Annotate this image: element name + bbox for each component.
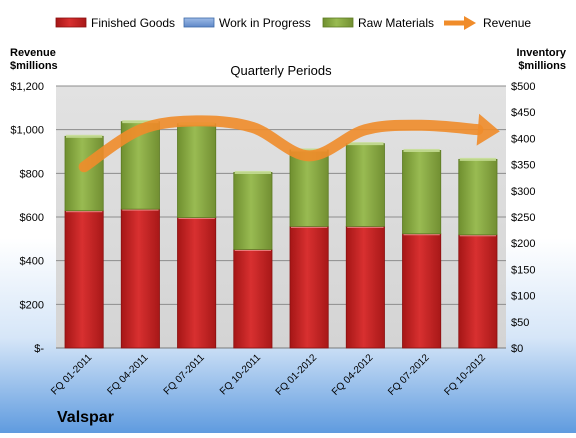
bar-finished-goods [346, 226, 384, 348]
left-tick-label: $- [34, 343, 44, 355]
bar-raw-materials-cap [235, 171, 271, 174]
bar-finished-goods [234, 249, 272, 348]
bar-finished-goods [403, 234, 441, 348]
bar-finished-goods [290, 226, 328, 348]
chart-title: Quarterly Periods [230, 63, 332, 78]
left-tick-label: $1,000 [10, 125, 44, 137]
right-tick-label: $250 [511, 212, 535, 224]
bar-raw-materials-cap [347, 142, 383, 145]
bar-raw-materials [459, 159, 497, 234]
bar-raw-materials [403, 150, 441, 233]
bar-raw-materials-cap [460, 158, 496, 161]
right-tick-label: $300 [511, 186, 535, 198]
bar-finished-goods [178, 218, 216, 348]
left-tick-label: $400 [20, 256, 44, 268]
right-tick-label: $100 [511, 291, 535, 303]
legend-label-raw-materials: Raw Materials [358, 16, 434, 30]
right-axis-title-line2: $millions [518, 60, 566, 72]
right-tick-label: $400 [511, 133, 535, 145]
right-tick-label: $200 [511, 238, 535, 250]
bar-raw-materials [65, 136, 103, 210]
bar-finished-goods [459, 235, 497, 348]
bar-raw-materials [234, 172, 272, 249]
right-tick-label: $500 [511, 81, 535, 93]
left-tick-label: $200 [20, 299, 44, 311]
company-name: Valspar [57, 409, 114, 426]
legend-label-finished-goods: Finished Goods [91, 16, 175, 30]
bar-finished-goods [65, 211, 103, 348]
left-tick-label: $1,200 [10, 81, 44, 93]
left-tick-label: $800 [20, 168, 44, 180]
right-tick-label: $50 [511, 317, 529, 329]
legend-swatch-raw-materials [323, 18, 353, 27]
legend-swatch-finished-goods [56, 18, 86, 27]
right-tick-label: $450 [511, 107, 535, 119]
bar-raw-materials [290, 150, 328, 227]
right-tick-label: $350 [511, 160, 535, 172]
bar-finished-goods [121, 209, 159, 348]
right-tick-label: $0 [511, 343, 523, 355]
left-tick-label: $600 [20, 212, 44, 224]
legend-label-work-in-progress: Work in Progress [219, 16, 311, 30]
legend-swatch-work-in-progress [184, 18, 214, 27]
legend-label-revenue: Revenue [483, 16, 531, 30]
left-axis-title-line1: Revenue [10, 47, 56, 59]
bar-raw-materials [346, 144, 384, 227]
right-tick-label: $150 [511, 264, 535, 276]
left-axis-title-line2: $millions [10, 60, 58, 72]
bar-raw-materials-cap [404, 149, 440, 152]
right-axis-title-line1: Inventory [516, 47, 566, 59]
bar-raw-materials [178, 124, 216, 218]
bar-raw-materials-cap [66, 135, 102, 138]
